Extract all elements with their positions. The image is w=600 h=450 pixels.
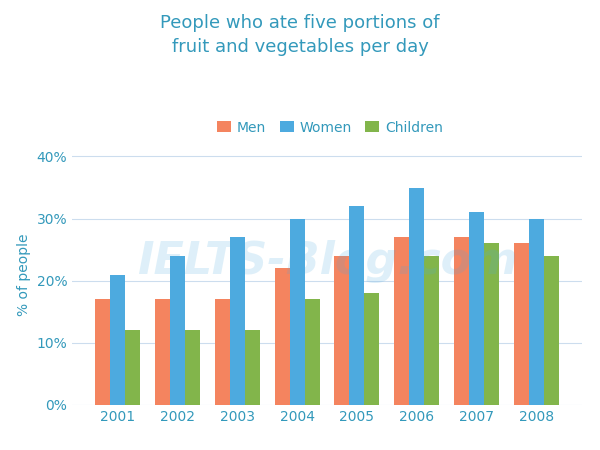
Bar xyxy=(529,219,544,405)
Bar xyxy=(110,274,125,405)
Bar xyxy=(544,256,559,405)
Bar xyxy=(424,256,439,405)
Bar xyxy=(155,299,170,405)
Bar xyxy=(514,243,529,405)
Bar xyxy=(394,237,409,405)
Bar xyxy=(275,268,290,405)
Bar xyxy=(454,237,469,405)
Bar xyxy=(95,299,110,405)
Bar xyxy=(230,237,245,405)
Bar xyxy=(170,256,185,405)
Bar xyxy=(305,299,320,405)
Legend: Men, Women, Children: Men, Women, Children xyxy=(212,115,448,140)
Bar xyxy=(469,212,484,405)
Bar xyxy=(290,219,305,405)
Bar xyxy=(245,330,260,405)
Bar xyxy=(215,299,230,405)
Bar xyxy=(484,243,499,405)
Bar xyxy=(409,188,424,405)
Text: IELTS-Blog.com: IELTS-Blog.com xyxy=(137,240,517,283)
Text: People who ate five portions of
fruit and vegetables per day: People who ate five portions of fruit an… xyxy=(160,14,440,57)
Y-axis label: % of people: % of people xyxy=(17,233,31,316)
Bar xyxy=(349,206,364,405)
Bar xyxy=(334,256,349,405)
Bar xyxy=(125,330,140,405)
Bar xyxy=(364,293,379,405)
Bar xyxy=(185,330,200,405)
